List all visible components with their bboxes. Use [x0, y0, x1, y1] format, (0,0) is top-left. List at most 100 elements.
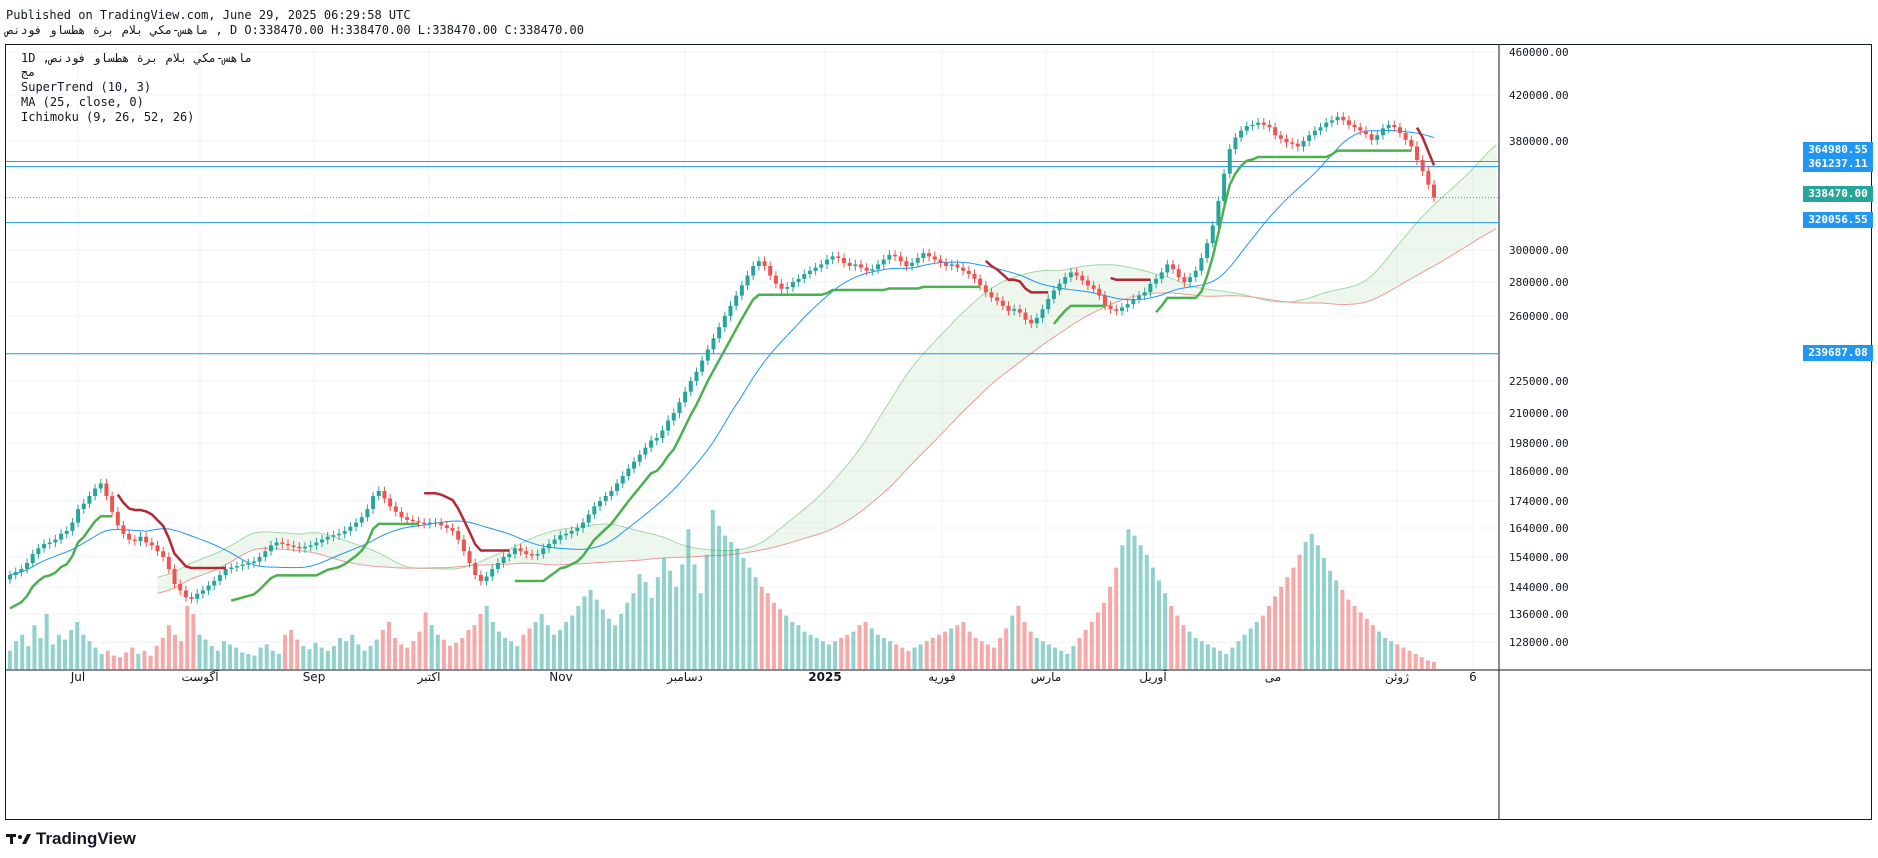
y-tick-label: 198000.00: [1509, 437, 1569, 450]
published-header: Published on TradingView.com, June 29, 2…: [6, 8, 411, 22]
y-tick-label: 460000.00: [1509, 46, 1569, 59]
legend-exchange: مج: [21, 65, 36, 79]
x-tick-label: 6: [1469, 670, 1477, 684]
candle-body: [274, 542, 279, 546]
candle-body: [1397, 127, 1402, 133]
volume-bar: [50, 644, 55, 670]
candle-body: [98, 483, 103, 489]
volume-bar: [991, 647, 996, 670]
volume-bar: [173, 634, 178, 670]
candle-body: [529, 554, 534, 556]
tradingview-logo[interactable]: TradingView: [6, 828, 136, 850]
candle-body: [1023, 312, 1028, 320]
volume-bar: [228, 644, 233, 670]
legend-ichimoku[interactable]: Ichimoku (9, 26, 52, 26): [21, 110, 195, 124]
volume-bar: [1346, 599, 1351, 670]
volume-bar: [704, 554, 709, 670]
candle-body: [915, 258, 920, 263]
volume-bar: [1230, 647, 1235, 670]
candle-body: [1426, 170, 1431, 185]
volume-bar: [668, 570, 673, 670]
candle-body: [354, 522, 359, 527]
volume-bar: [1376, 631, 1381, 670]
candle-body: [1171, 264, 1176, 270]
volume-bar: [136, 654, 141, 670]
x-tick-label: Nov: [549, 670, 572, 684]
volume-bar: [1181, 625, 1186, 670]
candle-body: [541, 548, 546, 555]
candle-body: [206, 585, 211, 591]
volume-bar: [399, 644, 404, 670]
chart-canvas[interactable]: 460000.00 420000.00 380000.00 300000.00 2800…: [6, 45, 1871, 819]
candle-body: [773, 275, 778, 284]
candle-body: [1085, 280, 1090, 286]
volume-bar: [924, 641, 929, 670]
volume-bar: [344, 641, 349, 670]
volume-bar: [490, 622, 495, 670]
chart-frame[interactable]: 460000.00 420000.00 380000.00 300000.00 2800…: [5, 44, 1873, 820]
candle-body: [1154, 278, 1159, 284]
volume-bar: [1291, 567, 1296, 670]
volume-bar: [289, 630, 294, 670]
volume-bar: [1315, 545, 1320, 670]
volume-bar: [747, 567, 752, 670]
candle-body: [246, 563, 251, 565]
candle-body: [717, 327, 722, 339]
volume-bar: [918, 644, 923, 670]
candle-body: [575, 528, 580, 531]
volume-bar: [1303, 542, 1308, 670]
volume-bar: [1046, 644, 1051, 670]
candle-body: [1210, 225, 1215, 244]
candle-body: [966, 270, 971, 274]
candle-body: [1250, 124, 1255, 127]
candle-body: [166, 557, 171, 569]
candle-body: [1216, 200, 1221, 226]
volume-bar: [270, 650, 275, 670]
volume-bar: [1260, 615, 1265, 670]
volume-bar: [307, 649, 312, 670]
candle-body: [1273, 127, 1278, 136]
legend-ma[interactable]: MA (25, close, 0): [21, 95, 144, 109]
candle-body: [1199, 258, 1204, 271]
candle-body: [1290, 142, 1295, 144]
volume-bar: [393, 638, 398, 670]
volume-bar: [1242, 634, 1247, 670]
volume-bar: [26, 646, 31, 670]
volume-bar: [973, 638, 978, 670]
legend-supertrend[interactable]: SuperTrend (10, 3): [21, 80, 152, 94]
volume-bar: [759, 586, 764, 670]
volume-bar: [111, 655, 116, 670]
ma-line: [9, 130, 1435, 576]
volume-bar: [545, 625, 550, 670]
candle-body: [592, 506, 597, 515]
candle-body: [1239, 130, 1244, 138]
volume-bar: [863, 622, 868, 670]
candle-body: [1205, 243, 1210, 258]
candle-body: [972, 274, 977, 279]
candle-body: [858, 264, 863, 268]
volume-bar: [301, 646, 306, 670]
candle-body: [1301, 141, 1306, 147]
volume-bar: [1279, 586, 1284, 670]
volume-bar: [619, 614, 624, 670]
candle-body: [478, 575, 483, 581]
volume-bar: [1150, 567, 1155, 670]
candle-body: [745, 275, 750, 286]
volume-bar: [69, 630, 74, 670]
candle-body: [887, 254, 892, 260]
volume-bar: [478, 614, 483, 670]
price-badge-239687: 239687.08: [1803, 345, 1873, 361]
volume-bar: [435, 634, 440, 670]
candle-body: [371, 496, 376, 510]
volume-bar: [1334, 580, 1339, 670]
candle-body: [1034, 317, 1039, 324]
volume-bar: [1034, 638, 1039, 670]
volume-bar: [32, 625, 37, 670]
candle-body: [1091, 285, 1096, 289]
candle-body: [1176, 269, 1181, 278]
volume-bar: [600, 609, 605, 670]
volume-bar: [484, 606, 489, 670]
volume-bar: [631, 593, 636, 670]
y-tick-label: 210000.00: [1509, 407, 1569, 420]
volume-bar: [20, 634, 25, 670]
